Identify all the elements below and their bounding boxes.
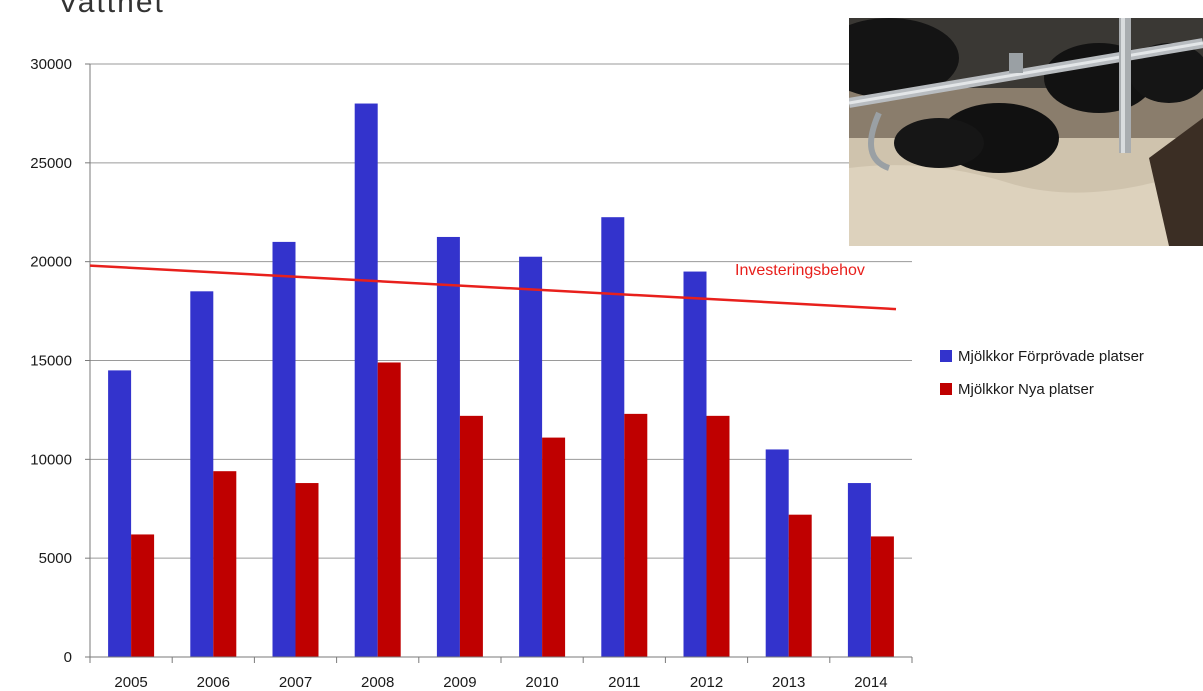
x-tick-label: 2005: [114, 674, 147, 691]
y-tick-label: 25000: [30, 155, 72, 172]
bar-forprovade-2008: [354, 103, 378, 658]
legend: Mjölkkor Förprövade platser Mjölkkor Nya …: [940, 348, 1144, 398]
bar-nya-2011: [624, 413, 648, 657]
x-tick-label: 2008: [361, 674, 394, 691]
x-tick-label: 2007: [279, 674, 312, 691]
y-axis-ticks: 0 5000 10000 15000 20000 25000 30000: [30, 56, 91, 666]
slide-title: Vattnet: [58, 0, 165, 19]
bar-nya-2013: [788, 514, 812, 657]
legend-label: Mjölkkor Förprövade platser: [958, 348, 1144, 365]
x-tick-label: 2012: [690, 674, 723, 691]
bar-forprovade-2010: [519, 256, 543, 657]
bar-forprovade-2012: [683, 271, 707, 657]
bar-forprovade-2007: [272, 241, 296, 657]
bar-forprovade-2013: [765, 449, 789, 657]
bar-forprovade-2014: [847, 483, 871, 657]
bar-forprovade-2006: [190, 291, 214, 657]
bar-nya-2007: [295, 483, 319, 657]
x-tick-label: 2014: [854, 674, 887, 691]
y-tick-label: 5000: [39, 550, 72, 567]
investeringsbehov-line: [89, 264, 897, 311]
bars: [108, 103, 894, 658]
bar-forprovade-2009: [436, 236, 460, 658]
bar-nya-2012: [706, 415, 730, 657]
x-tick-label: 2009: [443, 674, 476, 691]
bar-forprovade-2011: [601, 217, 625, 658]
investeringsbehov-label: Investeringsbehov: [735, 262, 865, 279]
x-axis: 2005 2006 2007 2008 2009 2010 2011 2012 2013 2014: [89, 656, 913, 691]
y-tick-label: 0: [64, 649, 72, 666]
legend-label: Mjölkkor Nya platser: [958, 381, 1094, 398]
legend-swatch: [940, 383, 952, 395]
y-tick-label: 15000: [30, 353, 72, 370]
bar-nya-2014: [870, 536, 894, 657]
cows-in-stalls-photo: [849, 18, 1203, 246]
legend-swatch: [940, 350, 952, 362]
x-tick-label: 2006: [197, 674, 230, 691]
bar-nya-2006: [213, 471, 237, 657]
y-tick-label: 20000: [30, 254, 72, 271]
bar-nya-2005: [131, 534, 155, 657]
x-tick-label: 2011: [608, 674, 640, 691]
y-tick-label: 10000: [30, 451, 72, 468]
bar-forprovade-2005: [108, 370, 132, 657]
x-tick-label: 2013: [772, 674, 805, 691]
bar-nya-2009: [459, 415, 483, 657]
x-tick-label: 2010: [525, 674, 558, 691]
y-tick-label: 30000: [30, 56, 72, 73]
trendline: Investeringsbehov: [89, 262, 897, 311]
bar-nya-2010: [542, 437, 566, 657]
bar-nya-2008: [377, 362, 401, 657]
